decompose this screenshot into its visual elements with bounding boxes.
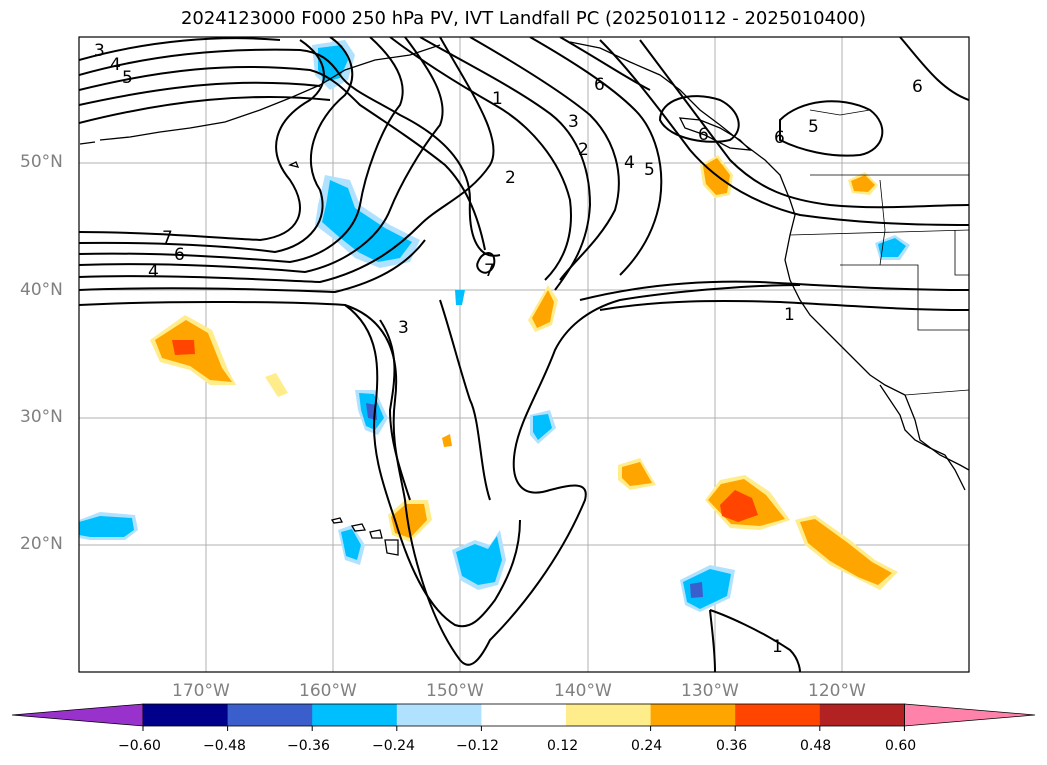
- negative-anomaly-region: [79, 516, 134, 537]
- map-frame: [78, 36, 970, 673]
- contour-label: 4: [624, 153, 635, 173]
- contour-label: 5: [122, 68, 133, 88]
- contour-label: 5: [808, 117, 819, 137]
- contour-label: 4: [110, 55, 121, 75]
- colorbar-segment: [735, 704, 821, 726]
- colorbar-frame: [142, 703, 905, 727]
- positive-anomaly-region: [851, 175, 875, 192]
- colorbar-tick-label: 0.60: [885, 738, 917, 754]
- coastlines: [79, 41, 969, 556]
- contour-label: 3: [94, 41, 105, 61]
- negative-anomaly-region: [690, 582, 703, 598]
- pv-contours: [79, 37, 969, 672]
- political-boundaries: [789, 109, 969, 396]
- contour-label: 6: [174, 245, 185, 265]
- contour-label: 1: [492, 89, 503, 109]
- lat-label: 40°N: [20, 280, 63, 300]
- colorbar-segment: [312, 704, 398, 726]
- contour-label: 7: [484, 261, 495, 281]
- lon-label: 160°W: [299, 681, 357, 701]
- positive-anomaly-region: [532, 290, 554, 328]
- contour-label: 2: [505, 168, 516, 188]
- contour-label: 3: [398, 318, 409, 338]
- negative-anomaly-region: [341, 529, 361, 560]
- colorbar-segment: [227, 704, 313, 726]
- negative-anomaly-region: [683, 569, 731, 609]
- positive-anomaly-region: [265, 373, 288, 397]
- colorbar-tick-label: 0.24: [631, 738, 663, 754]
- contour-label: 2: [578, 140, 589, 160]
- negative-anomaly-region: [878, 238, 906, 257]
- lon-label: 140°W: [554, 681, 612, 701]
- contour-label: 7: [162, 228, 173, 248]
- colorbar: [11, 703, 1036, 731]
- negative-anomaly-region: [533, 414, 552, 440]
- contour-label: 4: [148, 262, 159, 282]
- contour-label: 1: [784, 305, 795, 325]
- contour-label: 6: [698, 125, 709, 145]
- contour-labels: 3 4 5 1 3 2 2 4 5 6 7 6 7 6 4 3 1 1 6 5 …: [94, 41, 923, 657]
- colorbar-tick-label: −0.12: [456, 738, 499, 754]
- colorbar-tick-label: −0.48: [203, 738, 246, 754]
- positive-anomaly-region: [800, 519, 892, 585]
- colorbar-segment: [566, 704, 652, 726]
- lat-label: 20°N: [20, 534, 63, 554]
- colorbar-tick-label: −0.36: [287, 738, 330, 754]
- colorbar-tick-label: −0.60: [118, 738, 161, 754]
- lon-label: 150°W: [426, 681, 484, 701]
- lat-label: 50°N: [20, 152, 63, 172]
- positive-anomaly-region: [720, 490, 758, 522]
- colorbar-tick-label: 0.12: [547, 738, 579, 754]
- colorbar-segment: [650, 704, 736, 726]
- contour-label: 3: [568, 112, 579, 132]
- colorbar-segment: [481, 704, 567, 726]
- positive-anomaly-region: [442, 434, 452, 447]
- contour-label: 5: [644, 160, 655, 180]
- lat-label: 30°N: [20, 407, 63, 427]
- colorbar-segment: [143, 704, 229, 726]
- shaded-anomalies: [79, 40, 910, 612]
- contour-label: 1: [772, 637, 783, 657]
- lon-label: 120°W: [808, 681, 866, 701]
- contour-label: 6: [774, 128, 785, 148]
- map-title: 2024123000 F000 250 hPa PV, IVT Landfall…: [180, 8, 867, 29]
- positive-anomaly-region: [622, 462, 652, 486]
- colorbar-tick-label: 0.48: [800, 738, 832, 754]
- positive-anomaly-region: [172, 340, 195, 355]
- contour-label: 6: [594, 75, 605, 95]
- contour-label: 6: [912, 77, 923, 97]
- lon-label: 130°W: [681, 681, 739, 701]
- colorbar-segment: [396, 704, 482, 726]
- map-area: [79, 37, 969, 672]
- negative-anomaly-region: [322, 180, 412, 262]
- colorbar-segment: [819, 704, 905, 726]
- negative-anomaly-region: [456, 536, 502, 585]
- colorbar-tick-label: 0.36: [716, 738, 748, 754]
- colorbar-tick-label: −0.24: [372, 738, 415, 754]
- positive-anomaly-region: [391, 504, 427, 538]
- colorbar-extend-low: [11, 703, 144, 727]
- negative-anomaly-region: [455, 290, 465, 305]
- lon-label: 170°W: [172, 681, 230, 701]
- colorbar-extend-high: [904, 703, 1036, 727]
